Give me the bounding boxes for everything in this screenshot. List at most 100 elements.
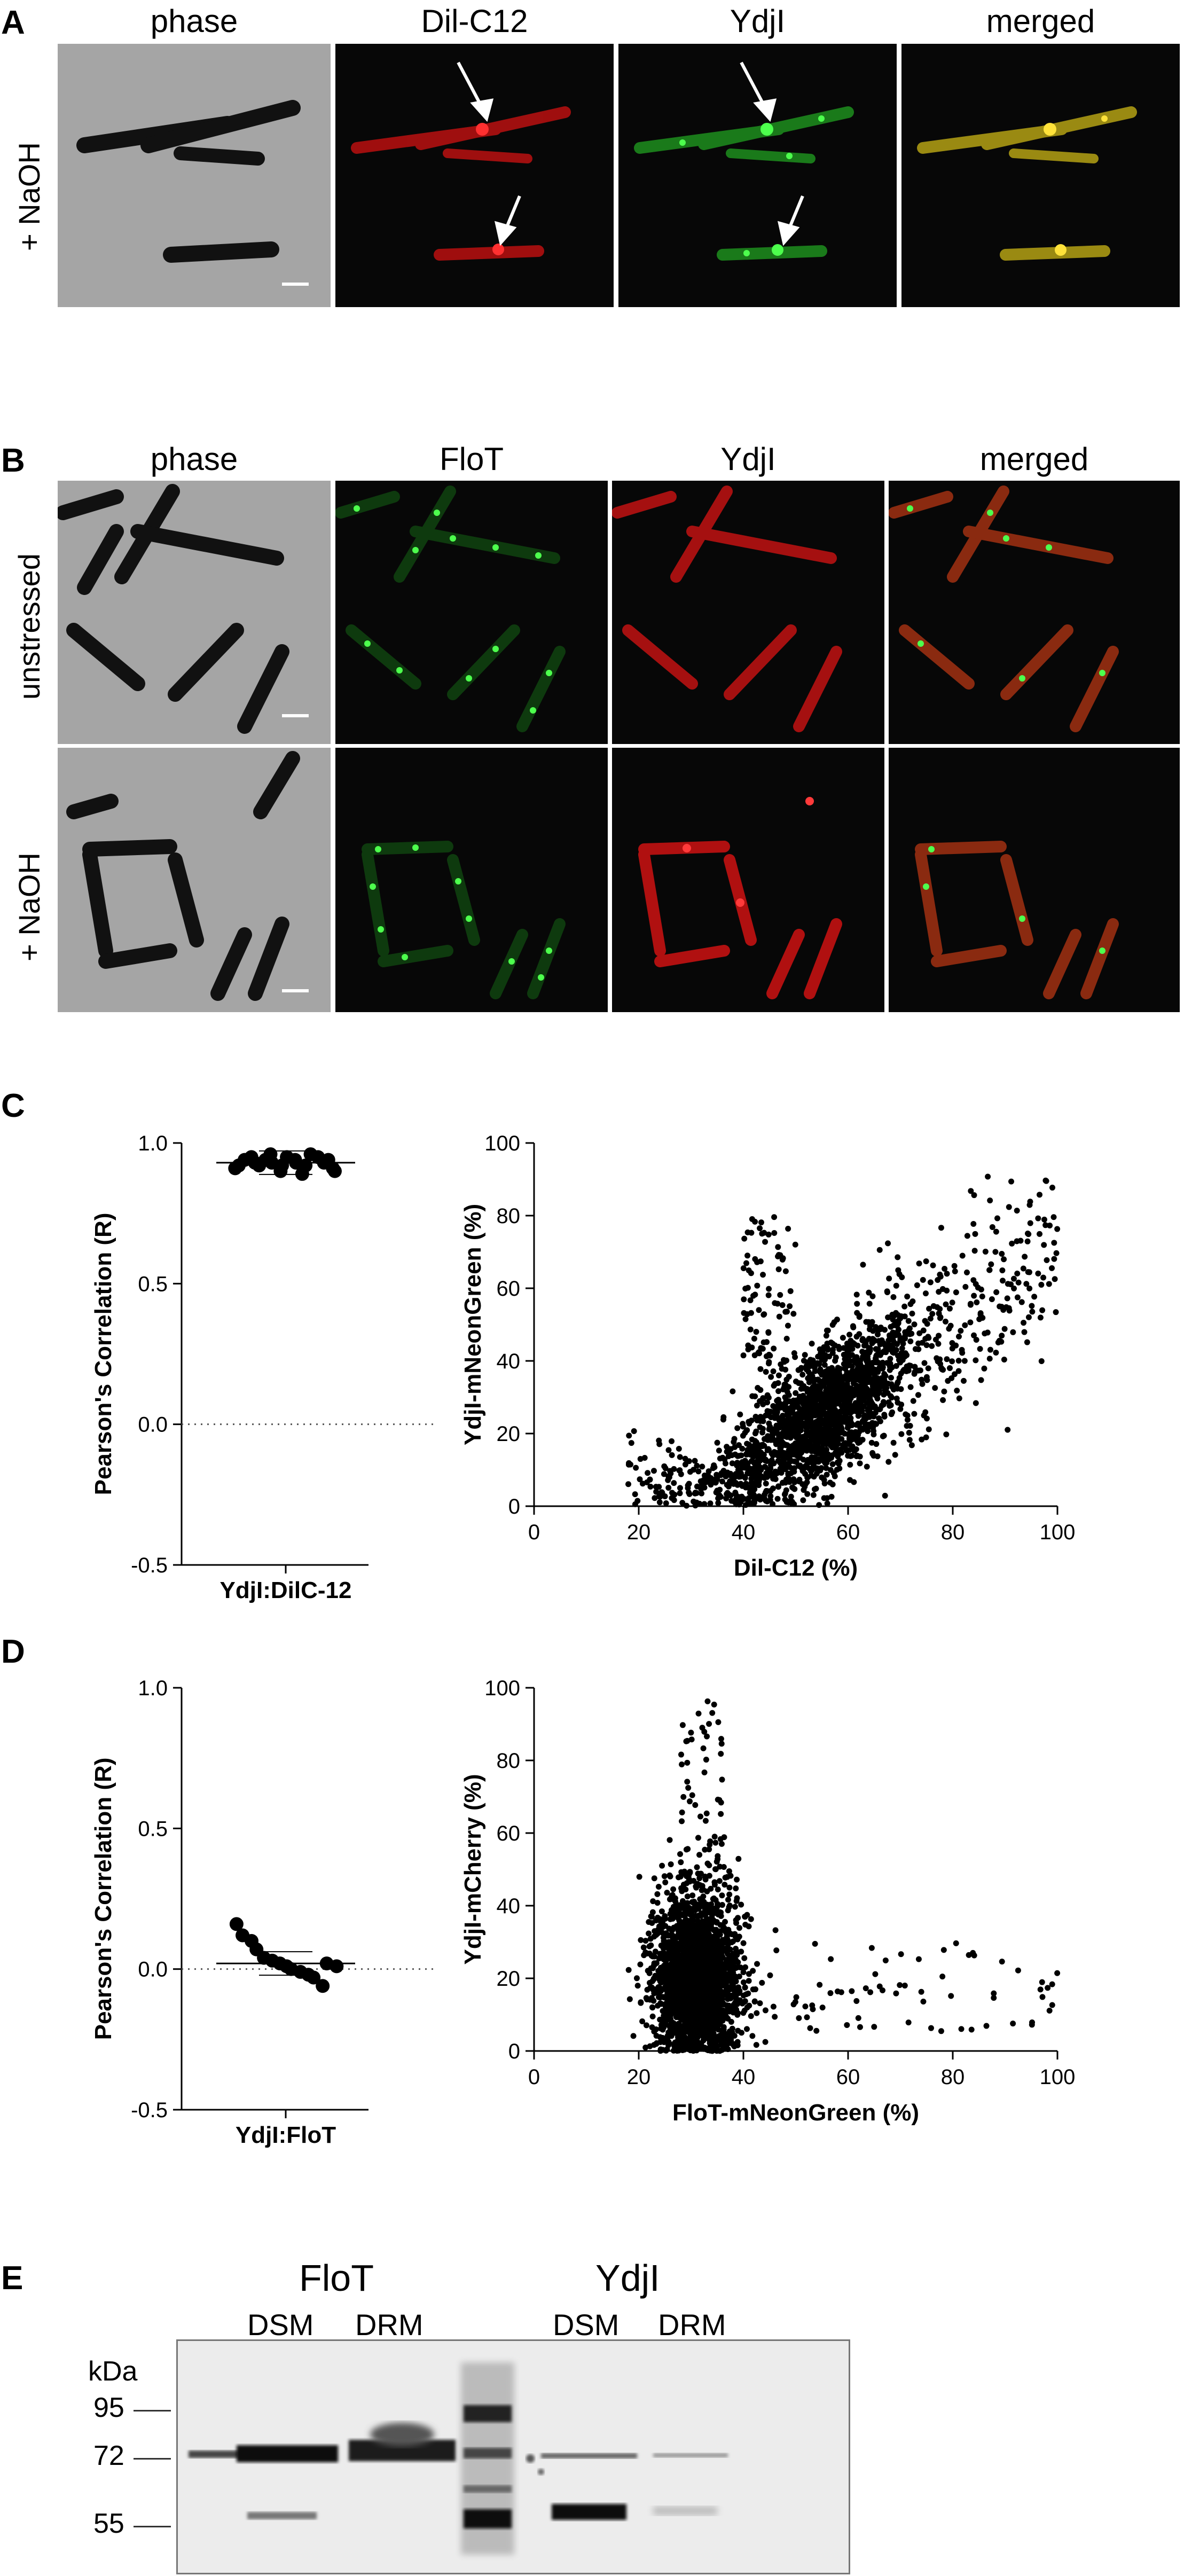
scatter-point	[889, 1364, 895, 1371]
panel-e-label: E	[1, 2260, 23, 2297]
scatter-point	[717, 1922, 724, 1928]
scatter-point	[858, 1394, 865, 1400]
scatter-point	[759, 1442, 766, 1448]
scatter-point	[1037, 1231, 1043, 1237]
scatter-point	[829, 1461, 836, 1467]
scatter-point	[923, 1434, 929, 1440]
scatter-point	[744, 1252, 751, 1259]
scatter-point	[775, 1244, 781, 1250]
scatter-point	[823, 1416, 829, 1423]
scatter-point	[1046, 1281, 1052, 1287]
scatter-point	[907, 1338, 914, 1344]
scatter-point	[776, 1421, 782, 1428]
scatter-point	[833, 1401, 839, 1407]
data-point	[307, 1970, 321, 1985]
scatter-point	[860, 1262, 866, 1268]
scatter-point	[667, 1837, 673, 1843]
scatter-point	[795, 1429, 801, 1435]
scatter-point	[734, 1936, 741, 1943]
scatter-point	[772, 1415, 778, 1421]
scatter-point	[717, 1486, 723, 1493]
scatter-point	[955, 1368, 962, 1374]
scatter-point	[800, 1497, 806, 1504]
scatter-point	[1022, 1254, 1028, 1260]
scatter-point	[695, 1468, 702, 1475]
scatter-point	[832, 1358, 838, 1364]
scatter-point	[695, 1710, 702, 1717]
panel-a-dilc12-image	[335, 44, 614, 307]
scatter-point	[702, 1992, 709, 1999]
scatter-point	[994, 1215, 1001, 1222]
scatter-point	[824, 1495, 830, 1501]
scatter-point	[669, 2004, 675, 2010]
scatter-point	[740, 2010, 747, 2016]
scatter-point	[725, 1907, 731, 1914]
scatter-point	[715, 1983, 722, 1989]
scatter-point	[811, 1454, 818, 1461]
scatter-point	[973, 1336, 979, 1343]
scatter-point	[706, 1950, 712, 1956]
scatter-point	[676, 1946, 683, 1953]
scatter-point	[847, 1477, 853, 1483]
scatter-point	[749, 1469, 755, 1475]
scatter-point	[637, 1476, 643, 1483]
scatter-point	[764, 1408, 771, 1414]
scatter-point	[807, 1377, 814, 1383]
scatter-point	[697, 1882, 703, 1888]
scatter-point	[753, 1428, 759, 1435]
scatter-point	[716, 1878, 723, 1884]
scatter-point	[795, 1367, 802, 1373]
scatter-point	[801, 1412, 807, 1419]
scatter-point	[677, 1485, 683, 1491]
scatter-point	[823, 1333, 829, 1339]
scatter-point	[782, 1268, 789, 1274]
scatter-point	[679, 1898, 686, 1904]
scatter-point	[688, 1909, 694, 1916]
scatter-point	[873, 1346, 879, 1352]
y-axis-label: Pearson's Correlation (R)	[90, 1213, 116, 1496]
scatter-point	[1046, 2007, 1053, 2014]
scatter-point	[936, 1333, 942, 1339]
scatter-point	[759, 1429, 766, 1436]
x-tick-label: 60	[836, 2065, 860, 2089]
scatter-point	[1042, 1222, 1049, 1228]
scatter-point	[1010, 1329, 1016, 1335]
scatter-point	[793, 1994, 799, 2000]
scatter-point	[1008, 1178, 1015, 1185]
scatter-point	[989, 1296, 995, 1303]
scatter-point	[1031, 1294, 1038, 1300]
scatter-point	[785, 1470, 791, 1477]
scatter-point	[997, 1303, 1003, 1310]
scatter-point	[691, 1878, 697, 1884]
scatter-point	[977, 1346, 983, 1352]
scatter-point	[846, 1332, 853, 1338]
scatter-point	[845, 1359, 852, 1366]
scatter-point	[817, 1386, 823, 1392]
scatter-point	[898, 1431, 905, 1437]
scatter-point	[648, 1965, 654, 1971]
scatter-point	[713, 2037, 720, 2043]
scatter-point	[897, 1982, 903, 1988]
blot-group-label-flot: FloT	[299, 2257, 374, 2299]
scatter-point	[1041, 1242, 1047, 1248]
panel-a-title-dilc12: Dil-C12	[421, 3, 528, 39]
scatter-point	[712, 1839, 719, 1846]
scatter-point	[687, 1973, 693, 1979]
scatter-point	[660, 1950, 666, 1956]
scatter-point	[719, 1962, 726, 1968]
scatter-point	[681, 1931, 688, 1938]
scatter-point	[733, 1957, 739, 1963]
scatter-point	[804, 1491, 811, 1497]
scatter-point	[767, 1487, 774, 1494]
scatter-point	[1051, 1240, 1057, 1246]
scatter-point	[742, 1502, 749, 1508]
scatter-point	[854, 1310, 860, 1316]
scatter-point	[880, 1433, 886, 1439]
scatter-point	[848, 1337, 854, 1344]
scatter-point	[717, 1931, 723, 1938]
scatter-point	[757, 1387, 764, 1393]
scatter-point	[792, 1241, 798, 1248]
scatter-point	[881, 1379, 888, 1385]
scatter-point	[751, 1352, 758, 1358]
scatter-point	[726, 2002, 732, 2009]
